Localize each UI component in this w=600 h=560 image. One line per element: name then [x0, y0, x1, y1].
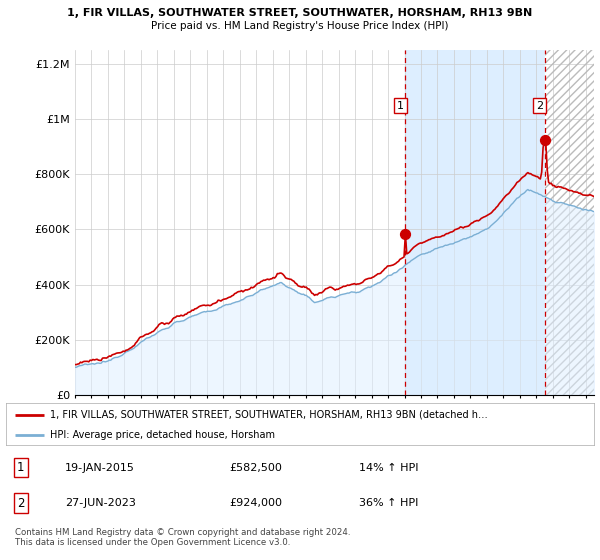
Text: £924,000: £924,000 — [229, 498, 283, 508]
Point — [540, 136, 550, 144]
Text: 1: 1 — [397, 100, 404, 110]
Bar — [545, 50, 594, 395]
Text: 36% ↑ HPI: 36% ↑ HPI — [359, 498, 418, 508]
Text: Price paid vs. HM Land Registry's House Price Index (HPI): Price paid vs. HM Land Registry's House … — [151, 21, 449, 31]
Text: Contains HM Land Registry data © Crown copyright and database right 2024.
This d: Contains HM Land Registry data © Crown c… — [15, 528, 350, 547]
Text: 1, FIR VILLAS, SOUTHWATER STREET, SOUTHWATER, HORSHAM, RH13 9BN (detached h…: 1, FIR VILLAS, SOUTHWATER STREET, SOUTHW… — [50, 410, 488, 420]
Text: 2: 2 — [536, 100, 543, 110]
Text: £582,500: £582,500 — [229, 463, 283, 473]
Bar — [545, 50, 594, 395]
Text: 14% ↑ HPI: 14% ↑ HPI — [359, 463, 418, 473]
Text: 19-JAN-2015: 19-JAN-2015 — [65, 463, 134, 473]
Bar — [406, 50, 545, 395]
Text: HPI: Average price, detached house, Horsham: HPI: Average price, detached house, Hors… — [50, 430, 275, 440]
Text: 2: 2 — [17, 497, 25, 510]
Point — [401, 230, 410, 239]
Text: 1, FIR VILLAS, SOUTHWATER STREET, SOUTHWATER, HORSHAM, RH13 9BN: 1, FIR VILLAS, SOUTHWATER STREET, SOUTHW… — [67, 8, 533, 18]
Text: 27-JUN-2023: 27-JUN-2023 — [65, 498, 136, 508]
Text: 1: 1 — [17, 461, 25, 474]
